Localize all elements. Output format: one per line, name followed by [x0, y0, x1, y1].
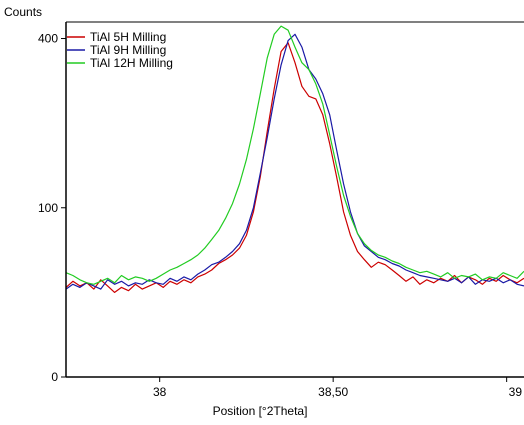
x-tick-label: 39: [509, 385, 523, 399]
x-axis-title: Position [°2Theta]: [213, 404, 308, 418]
series-line-1: [65, 42, 524, 293]
legend-label-1: TiAl 5H Milling: [90, 30, 166, 44]
y-tick-label: 100: [38, 201, 58, 215]
x-tick-label: 38,50: [318, 385, 348, 399]
x-tick-label: 38: [153, 385, 167, 399]
series-line-3: [65, 25, 524, 285]
series-line-2: [65, 33, 524, 290]
y-tick-label: 0: [51, 370, 58, 384]
y-tick-label: 400: [38, 32, 58, 46]
chart-series-group: [65, 25, 524, 293]
legend-label-3: TiAl 12H Milling: [90, 56, 173, 70]
chart-axes: 0 100 400 38 38,50 39: [38, 21, 524, 399]
legend-label-2: TiAl 9H Milling: [90, 43, 166, 57]
y-axis-title: Counts: [4, 5, 42, 19]
